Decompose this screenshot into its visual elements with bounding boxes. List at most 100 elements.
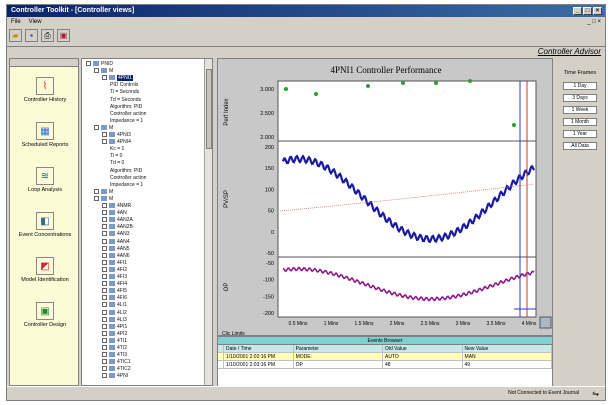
report-icon[interactable]: ▣ <box>57 29 70 42</box>
expand-toggle-icon[interactable] <box>94 68 99 74</box>
expand-toggle-icon[interactable] <box>94 195 99 201</box>
expand-toggle-icon[interactable] <box>94 188 99 194</box>
time-frame-button[interactable]: 1 Day <box>563 82 597 90</box>
tree-node[interactable]: PID Controls <box>110 82 138 88</box>
print-icon[interactable]: ⎙ <box>41 29 54 42</box>
time-frame-button[interactable]: All Data <box>563 142 597 150</box>
expand-toggle-icon[interactable] <box>102 259 107 265</box>
tree-node[interactable]: 4FI5 <box>102 288 127 294</box>
expand-toggle-icon[interactable] <box>102 139 107 145</box>
table-row[interactable]: 1/10/2001 2:02:16 PM MODE AUTO MAN <box>218 353 552 361</box>
expand-toggle-icon[interactable] <box>102 281 107 287</box>
tree-node[interactable]: 4PNI4 <box>102 139 131 145</box>
tree-node[interactable]: 4FI1 <box>102 259 127 266</box>
tree-node[interactable]: 4PI1 <box>102 323 127 330</box>
expand-toggle-icon[interactable] <box>102 359 107 365</box>
sidebar-item-design[interactable]: ▣ Controller Design <box>10 302 80 328</box>
sidebar-header[interactable] <box>10 59 78 67</box>
tree-node[interactable]: 4NMR <box>102 203 131 209</box>
expand-toggle-icon[interactable] <box>94 124 99 130</box>
tree-node[interactable]: Algorithm: PID <box>110 168 142 174</box>
expand-toggle-icon[interactable] <box>102 323 107 329</box>
sidebar-item-event[interactable]: ◧ Event Concentrations <box>10 212 80 238</box>
expand-toggle-icon[interactable] <box>102 231 107 237</box>
tree-node[interactable]: Ti = Seconds <box>110 89 139 95</box>
expand-toggle-icon[interactable] <box>102 330 107 336</box>
tree-node[interactable]: 4FI3 <box>102 274 127 280</box>
expand-toggle-icon[interactable] <box>102 366 107 372</box>
sidebar-item-report[interactable]: ▦ Scheduled Reports <box>10 122 80 148</box>
expand-toggle-icon[interactable] <box>102 217 107 223</box>
maximize-button[interactable]: □ <box>583 7 592 15</box>
scrollbar-thumb[interactable] <box>206 69 212 149</box>
expand-toggle-icon[interactable] <box>102 210 107 216</box>
tree-node[interactable]: M <box>94 188 113 195</box>
expand-toggle-icon[interactable] <box>102 224 107 230</box>
tree-node[interactable]: Algorithm: PID <box>110 104 142 110</box>
tree-node[interactable]: 4PNI1 <box>102 75 133 82</box>
tree-node[interactable]: Controller action <box>110 175 146 181</box>
tree-node[interactable]: 4AN3 <box>102 231 130 237</box>
time-frame-button[interactable]: 1 Year <box>563 130 597 138</box>
minimize-button[interactable]: _ <box>573 7 582 15</box>
tree-node[interactable]: 4TI3 <box>102 352 127 358</box>
expand-toggle-icon[interactable] <box>102 337 107 343</box>
mdi-controls[interactable]: _ □ × <box>587 19 601 25</box>
tree-node[interactable]: M <box>94 68 113 74</box>
time-frame-button[interactable]: 3 Days <box>563 94 597 102</box>
tree-node[interactable]: 4TIC1 <box>102 359 131 365</box>
sidebar-item-model[interactable]: ◩ Model Identification <box>10 257 80 283</box>
expand-toggle-icon[interactable] <box>102 352 107 358</box>
tree-node[interactable]: 4PNI <box>102 373 128 379</box>
tree-node[interactable]: 4AN5 <box>102 245 130 252</box>
close-button[interactable]: × <box>593 7 602 15</box>
controller-tree[interactable]: PNID M 4PNI1 PID Controls Ti = Seconds Td = S… <box>81 58 213 386</box>
expand-toggle-icon[interactable] <box>102 302 107 308</box>
expand-toggle-icon[interactable] <box>102 309 107 315</box>
tree-node[interactable]: 4FI4 <box>102 281 127 287</box>
time-frame-button[interactable]: 1 Month <box>563 118 597 126</box>
tree-node[interactable]: 4LI3 <box>102 316 127 323</box>
expand-toggle-icon[interactable] <box>102 345 107 350</box>
expand-toggle-icon[interactable] <box>86 61 91 66</box>
expand-toggle-icon[interactable] <box>102 288 107 294</box>
save-icon[interactable]: ▪ <box>25 29 38 42</box>
tree-node[interactable]: 4AN6 <box>102 252 130 259</box>
tree-node[interactable]: 4TIC2 <box>102 366 131 372</box>
tree-node[interactable]: Impedance = 1 <box>110 182 143 188</box>
expand-toggle-icon[interactable] <box>102 252 107 258</box>
tree-node[interactable]: 4AN <box>102 210 127 216</box>
connection-icon[interactable]: ⇋ <box>592 389 599 398</box>
tree-node[interactable]: 4AN2A <box>102 217 133 223</box>
tree-node[interactable]: Ti = 0 <box>110 153 122 159</box>
tree-node[interactable]: 4TI1 <box>102 337 127 344</box>
tree-node[interactable]: Controller action <box>110 111 146 117</box>
tree-node[interactable]: Td = 0 <box>110 160 124 166</box>
tree-node[interactable]: 4LI1 <box>102 302 127 308</box>
tree-node[interactable]: PNID <box>86 61 113 67</box>
tree-node[interactable]: M <box>94 124 113 131</box>
expand-toggle-icon[interactable] <box>102 245 107 251</box>
expand-toggle-icon[interactable] <box>102 266 107 272</box>
table-row[interactable]: 1/10/2001 2:03:16 PM OP 48 49 <box>218 361 552 369</box>
tree-node[interactable]: 4FI6 <box>102 295 127 301</box>
tree-node[interactable]: 4AN2B <box>102 224 133 230</box>
expand-toggle-icon[interactable] <box>102 295 107 301</box>
expand-toggle-icon[interactable] <box>102 373 107 379</box>
tree-node[interactable]: 4FI2 <box>102 266 127 273</box>
open-icon[interactable]: ▰ <box>9 29 22 42</box>
sidebar-item-chart[interactable]: ⌇ Controller History <box>10 77 80 103</box>
tree-node[interactable]: Impedance = 1 <box>110 118 143 124</box>
expand-toggle-icon[interactable] <box>102 274 107 279</box>
tree-node[interactable]: M <box>94 195 113 202</box>
expand-toggle-icon[interactable] <box>102 238 107 244</box>
expand-toggle-icon[interactable] <box>102 132 107 137</box>
sidebar-item-loop[interactable]: ≋ Loop Analysis <box>10 167 80 193</box>
tree-node[interactable]: Td = Seconds <box>110 97 141 103</box>
tree-node[interactable]: 4LI2 <box>102 309 127 316</box>
expand-toggle-icon[interactable] <box>102 203 107 208</box>
menu-file[interactable]: File <box>11 19 21 25</box>
tree-node[interactable]: 4PI2 <box>102 330 127 337</box>
tree-node[interactable]: 4TI2 <box>102 345 127 351</box>
tree-node[interactable]: 4PNI3 <box>102 132 131 138</box>
